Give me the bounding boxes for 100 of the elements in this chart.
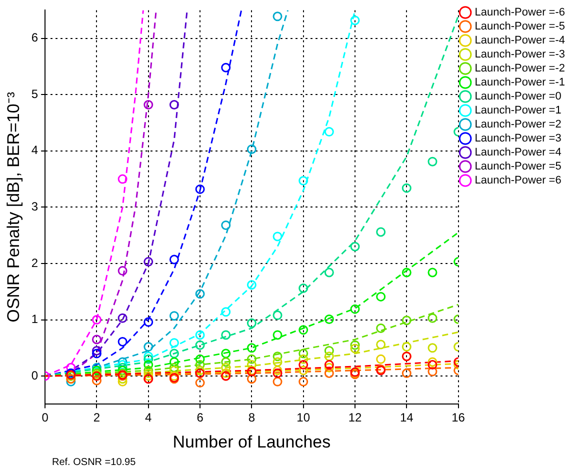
legend-label: Launch-Power =1 xyxy=(474,104,562,117)
point xyxy=(144,354,154,364)
legend-label: Launch-Power =0 xyxy=(474,90,562,103)
point xyxy=(169,338,179,348)
point xyxy=(402,368,412,378)
point xyxy=(272,352,282,362)
point xyxy=(92,376,102,386)
point xyxy=(298,176,308,186)
point xyxy=(428,156,438,166)
y-tick-label: 1 xyxy=(31,312,38,326)
y-tick-label: 5 xyxy=(31,86,38,101)
x-tick-label: 0 xyxy=(42,410,49,425)
point xyxy=(350,242,360,252)
point xyxy=(376,292,386,302)
point xyxy=(195,330,205,340)
point xyxy=(350,340,360,350)
point xyxy=(221,62,231,72)
point xyxy=(195,354,205,364)
point xyxy=(246,354,256,364)
x-tick-label: 16 xyxy=(452,410,466,425)
point xyxy=(324,346,334,356)
y-tick-label: 2 xyxy=(31,256,38,270)
point xyxy=(221,362,231,372)
point xyxy=(92,315,102,325)
point xyxy=(376,340,386,350)
y-tick-label: 3 xyxy=(31,200,38,214)
legend-label: Launch-Power =-2 xyxy=(474,62,566,75)
point xyxy=(246,318,256,328)
point xyxy=(428,268,438,278)
point xyxy=(118,336,128,346)
point xyxy=(272,330,282,340)
point xyxy=(144,366,154,376)
x-tick-label: 6 xyxy=(196,410,204,425)
point xyxy=(298,354,308,364)
point xyxy=(402,342,412,352)
point xyxy=(221,220,231,230)
legend-label: Launch-Power =-1 xyxy=(474,76,566,89)
point xyxy=(221,357,231,367)
point xyxy=(298,376,308,386)
point xyxy=(350,344,360,354)
point xyxy=(428,313,438,323)
point xyxy=(118,376,128,386)
point xyxy=(169,254,179,264)
point xyxy=(118,266,128,276)
point xyxy=(221,307,231,317)
point xyxy=(402,183,412,193)
point xyxy=(376,227,386,237)
legend-label: Launch-Power =2 xyxy=(474,118,562,131)
point xyxy=(298,348,308,358)
point xyxy=(169,348,179,358)
point xyxy=(118,174,128,184)
point xyxy=(272,357,282,367)
point xyxy=(402,268,412,278)
point xyxy=(195,378,205,388)
point xyxy=(246,343,256,353)
point xyxy=(376,354,386,364)
point xyxy=(324,314,334,324)
point xyxy=(118,357,128,367)
legend-label: Launch-Power =-4 xyxy=(474,34,566,47)
x-tick-label: 14 xyxy=(400,410,414,425)
point xyxy=(118,360,128,370)
point xyxy=(272,366,282,376)
point xyxy=(195,340,205,350)
x-tick-label: 2 xyxy=(93,410,100,425)
point xyxy=(144,342,154,352)
text: Ref. OSNR =10.95 xyxy=(52,457,136,468)
point xyxy=(118,366,128,376)
point xyxy=(324,268,334,278)
point xyxy=(246,374,256,384)
legend-label: Launch-Power =4 xyxy=(474,146,562,159)
point xyxy=(428,343,438,353)
point xyxy=(144,352,154,362)
point xyxy=(66,376,76,386)
point xyxy=(221,330,231,340)
point xyxy=(324,127,334,137)
legend-label: Launch-Power =6 xyxy=(474,174,562,187)
y-tick-label: 4 xyxy=(31,143,38,158)
point xyxy=(246,280,256,290)
legend-label: Launch-Power =-6 xyxy=(474,6,566,19)
point xyxy=(246,144,256,154)
point xyxy=(144,257,154,267)
point xyxy=(350,304,360,314)
y-tick-label: 0 xyxy=(31,368,38,382)
x-tick-label: 12 xyxy=(348,410,362,425)
point xyxy=(195,366,205,376)
point xyxy=(272,12,282,22)
point xyxy=(298,325,308,335)
point xyxy=(298,360,308,370)
point xyxy=(118,374,128,384)
point xyxy=(195,360,205,370)
point xyxy=(376,323,386,333)
x-tick-label: 4 xyxy=(145,410,152,425)
legend-label: Launch-Power =-3 xyxy=(474,48,566,61)
point xyxy=(169,366,179,376)
point xyxy=(272,232,282,242)
point xyxy=(92,348,102,358)
point xyxy=(350,16,360,26)
point xyxy=(246,360,256,370)
point xyxy=(92,334,102,344)
point xyxy=(144,317,154,327)
